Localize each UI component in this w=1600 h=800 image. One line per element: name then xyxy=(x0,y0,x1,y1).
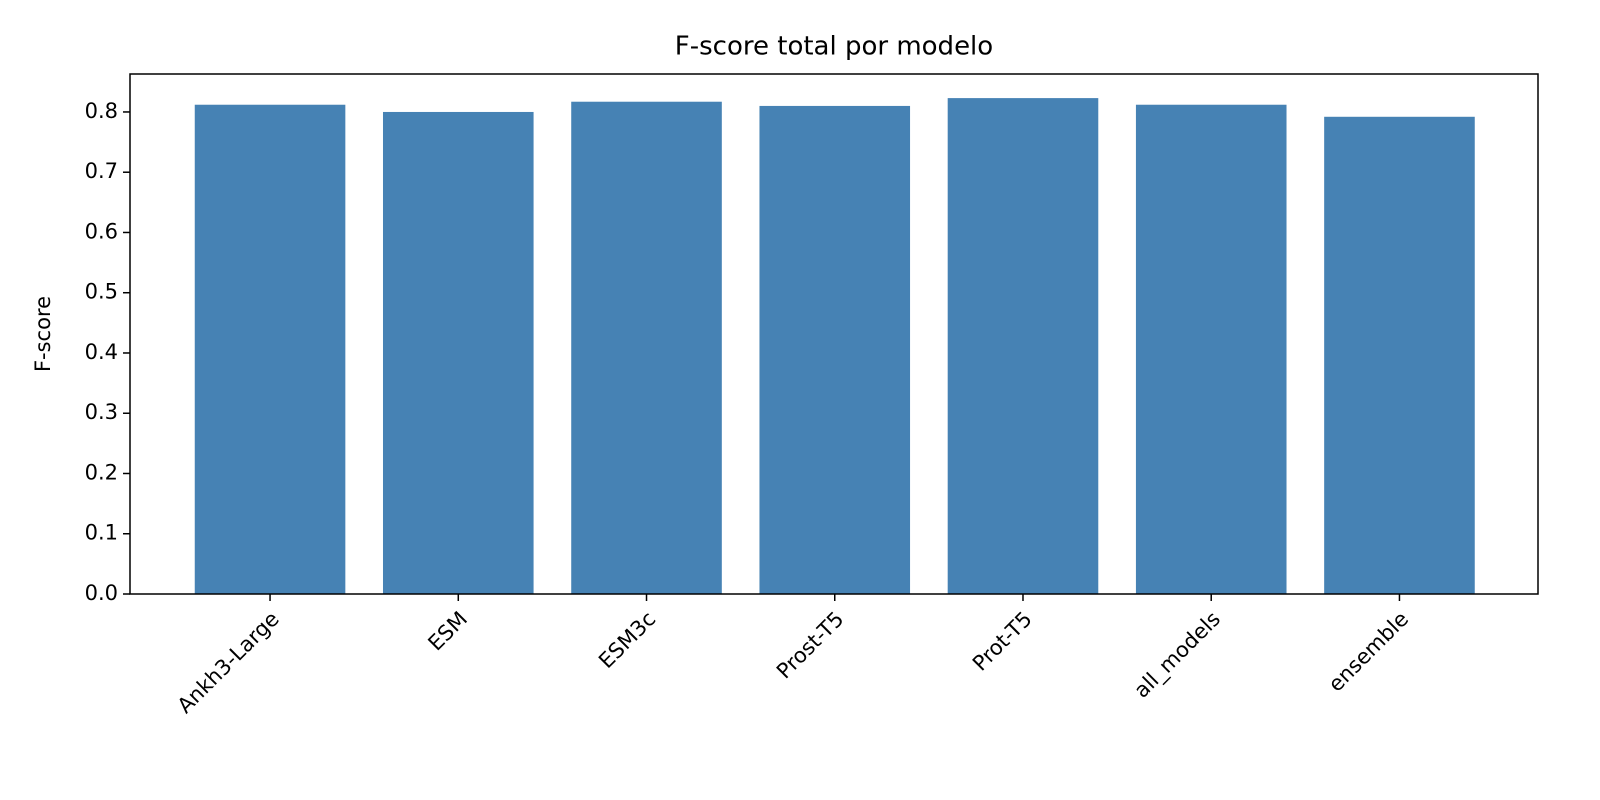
x-tick-label: Prost-T5 xyxy=(772,607,849,684)
x-tick-label: all_models xyxy=(1129,607,1225,703)
x-tick-label: Ankh3-Large xyxy=(173,607,284,718)
y-tick-label: 0.4 xyxy=(85,340,118,364)
y-tick-label: 0.3 xyxy=(85,400,118,424)
bar xyxy=(382,111,534,594)
plot-frame xyxy=(129,73,1539,595)
y-tick-label: 0.0 xyxy=(85,581,118,605)
bar xyxy=(194,104,346,594)
y-tick-label: 0.8 xyxy=(85,99,118,123)
chart-title: F-score total por modelo xyxy=(675,32,993,62)
bar xyxy=(1135,104,1287,594)
bar xyxy=(1324,116,1475,594)
x-tick-label: ensemble xyxy=(1324,607,1414,697)
y-tick-label: 0.2 xyxy=(85,460,118,484)
y-tick-label: 0.5 xyxy=(85,280,118,304)
bar xyxy=(759,105,911,594)
bar xyxy=(947,98,1099,595)
bar xyxy=(571,101,722,595)
y-axis-label: F-score xyxy=(31,296,55,372)
y-tick-label: 0.6 xyxy=(85,219,118,243)
x-tick-label: ESM3c xyxy=(594,607,660,673)
x-tick-label: ESM xyxy=(423,607,472,656)
y-tick-label: 0.7 xyxy=(85,159,118,183)
y-tick-label: 0.1 xyxy=(85,521,118,545)
x-tick-label: Prot-T5 xyxy=(968,607,1037,676)
